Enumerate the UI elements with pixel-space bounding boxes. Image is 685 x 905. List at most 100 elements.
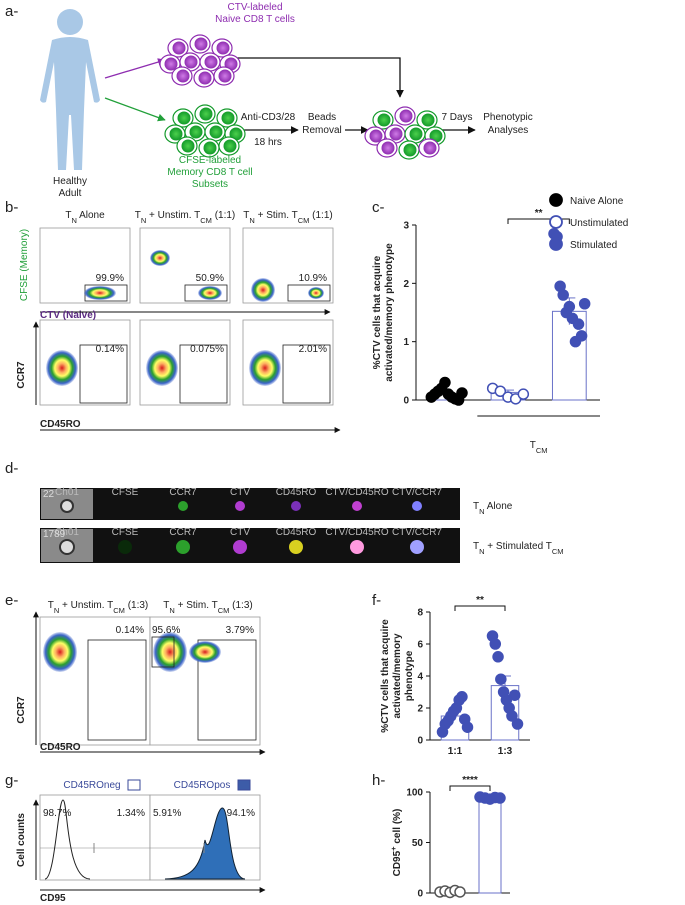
- row-label: TN Alone: [473, 501, 513, 516]
- channel-label: CTV/CCR7: [392, 487, 442, 498]
- cell-nucleus: [177, 111, 191, 125]
- label: CFSE-labeled: [179, 155, 241, 166]
- channel-label: CTV/CCR7: [392, 527, 442, 538]
- title: TN Alone: [65, 210, 105, 225]
- text-part: T: [135, 210, 141, 221]
- cell-image: [176, 540, 190, 554]
- text-part: Alone: [77, 210, 105, 221]
- cell-nucleus: [369, 129, 383, 143]
- title: TN + Stim. TCM (1:1): [243, 210, 332, 225]
- y-tick-label: 0: [417, 736, 423, 747]
- text-part: CM: [200, 216, 212, 225]
- header-swatch: [127, 779, 141, 791]
- density-blob: [249, 350, 281, 386]
- channel-label: CTV: [230, 487, 250, 498]
- gate: [87, 639, 147, 741]
- percent: 2.01%: [299, 344, 327, 355]
- y-axis-label: activated/memory phenotype: [384, 243, 395, 382]
- label: Analyses: [488, 125, 529, 136]
- y-tick-label: 6: [417, 640, 423, 651]
- cell-image: [410, 540, 424, 554]
- density-blob: [43, 632, 77, 672]
- text-part: CM: [113, 606, 125, 615]
- significance: **: [535, 208, 543, 219]
- label: Adult: [59, 188, 82, 199]
- cell-image: [60, 499, 74, 513]
- cell-nucleus: [409, 127, 423, 141]
- schematic-arrows: [104, 57, 476, 134]
- data-point: [439, 376, 451, 389]
- event-id: 22: [43, 489, 55, 500]
- cell-nucleus: [169, 127, 183, 141]
- percent: 99.9%: [96, 273, 124, 284]
- data-point: [489, 638, 502, 650]
- cell-nucleus: [194, 37, 208, 51]
- text-part: Alone: [485, 501, 513, 512]
- gate: [287, 284, 331, 302]
- data-point: [456, 691, 468, 703]
- text-part: CM: [536, 446, 548, 455]
- image-strip: [40, 488, 460, 520]
- histogram: [164, 807, 246, 880]
- data-point: [563, 300, 576, 313]
- gate: [197, 639, 257, 741]
- percent: 0.075%: [190, 344, 224, 355]
- row-label: TN + Stimulated TCM: [473, 541, 564, 556]
- channel-label: CTV: [230, 527, 250, 538]
- text-part: T: [530, 440, 536, 451]
- percent: 1.34%: [117, 808, 145, 819]
- data-point: [506, 710, 518, 722]
- density-blob: [308, 287, 324, 299]
- label: CD45RO: [40, 419, 81, 430]
- data-point: [572, 318, 585, 330]
- legend-marker: [549, 193, 563, 207]
- text-part: (1:3): [125, 600, 148, 611]
- percent: 95.6%: [152, 625, 180, 636]
- cell-nucleus: [403, 143, 417, 157]
- cell-nucleus: [204, 55, 218, 69]
- legend-label: Unstimulated: [570, 218, 628, 229]
- label: Naive CD8 T cells: [215, 14, 295, 25]
- y-tick-label: 2: [417, 704, 423, 715]
- header: CD45ROneg: [63, 780, 120, 791]
- percent: 50.9%: [196, 273, 224, 284]
- label: CFSE (Memory): [19, 229, 30, 301]
- cell-nucleus: [181, 139, 195, 153]
- percent: 0.14%: [116, 625, 144, 636]
- panel-label: e-: [5, 592, 18, 609]
- cell-image: [352, 501, 362, 511]
- text-part: T: [65, 210, 71, 221]
- percent: 94.1%: [227, 808, 255, 819]
- label: Phenotypic: [483, 112, 532, 123]
- cell-nucleus: [203, 141, 217, 155]
- channel-label: CTV/CD45RO: [325, 527, 389, 538]
- text-part: CM: [552, 547, 564, 556]
- x-tick-label: 1:3: [498, 746, 513, 757]
- y-axis-label: phenotype: [404, 650, 415, 701]
- y-tick-label: 4: [417, 672, 423, 683]
- bar: [478, 797, 502, 894]
- header: CD45ROpos: [174, 780, 231, 791]
- percent: 5.91%: [153, 808, 181, 819]
- legend-label: Stimulated: [570, 240, 617, 251]
- text-part: N: [479, 547, 484, 556]
- y-tick-label: 0: [403, 396, 409, 407]
- label: CTV-labeled: [227, 2, 282, 13]
- percent: 0.14%: [96, 344, 124, 355]
- text-part: N: [169, 606, 174, 615]
- cell-image: [291, 501, 301, 511]
- y-axis-label: %CTV cells that acquire: [380, 619, 391, 733]
- significance-bracket: [507, 218, 570, 224]
- y-tick-label: 1: [403, 337, 409, 348]
- cell-nucleus: [176, 69, 190, 83]
- y-axis-label: CD95+ cell (%): [389, 809, 404, 877]
- text-part: (1:3): [229, 600, 252, 611]
- density-blob: [146, 350, 178, 386]
- text-part: T: [473, 501, 479, 512]
- channel-label: Ch01: [55, 527, 79, 538]
- data-point: [456, 387, 468, 399]
- y-tick-label: 8: [417, 608, 423, 619]
- significance: **: [476, 595, 484, 606]
- text-part: + Unstim. T: [146, 210, 200, 221]
- panel-label: a-: [5, 3, 18, 20]
